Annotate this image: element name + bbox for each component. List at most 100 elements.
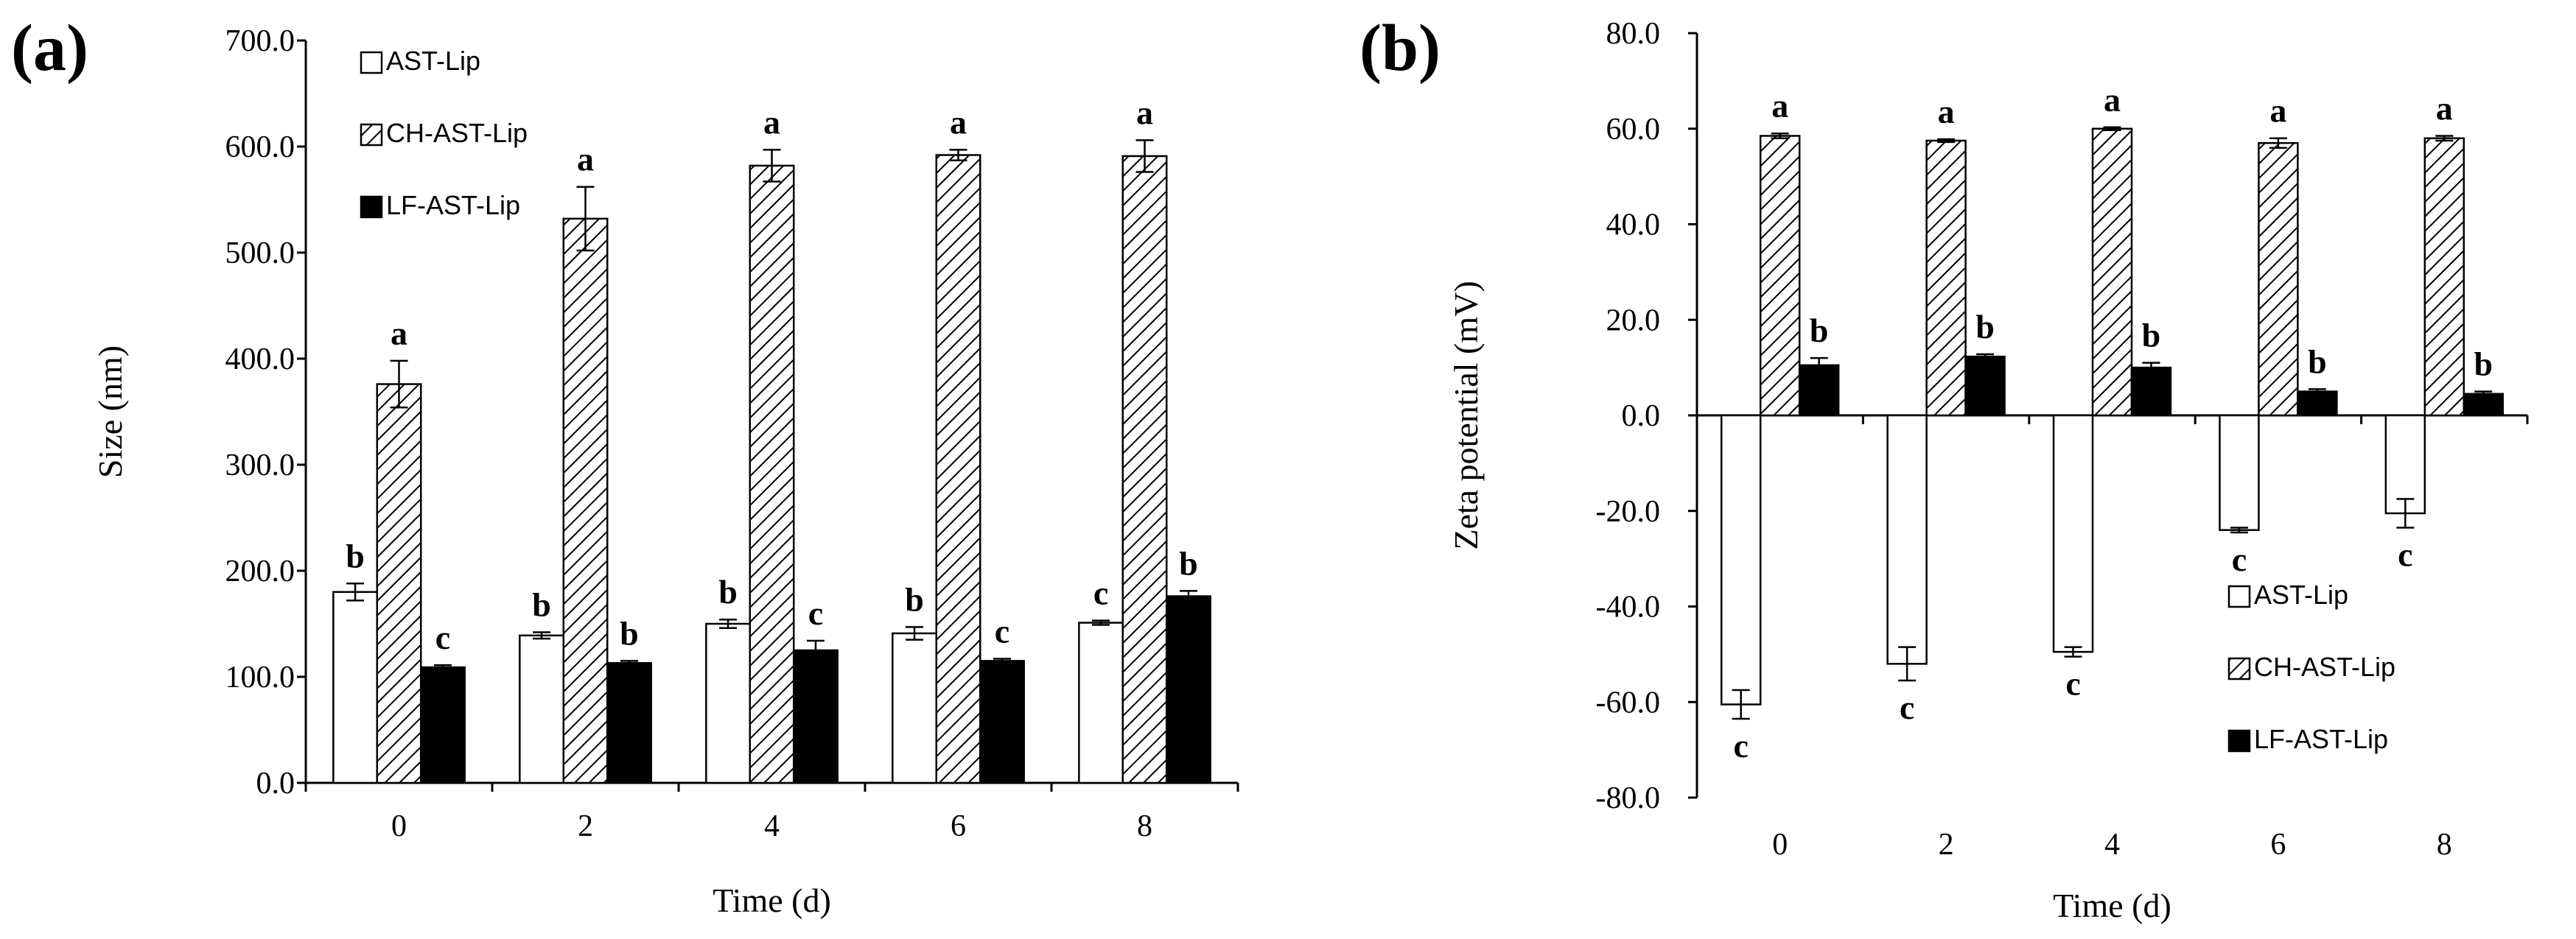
bar-lf-ast-lip	[1165, 595, 1211, 784]
significance-letter: c	[1900, 689, 1914, 726]
bar-lf-ast-lip	[979, 660, 1025, 784]
bar-ast-lip	[2384, 414, 2426, 515]
significance-letter: b	[1810, 312, 1829, 349]
bar-lf-ast-lip	[2297, 390, 2338, 417]
significance-letter: a	[763, 103, 780, 141]
bar-ast-lip	[2219, 414, 2260, 531]
bar-ch-ast-lip	[1121, 155, 1168, 784]
significance-letter: a	[950, 103, 967, 141]
panel-a-size-chart: (a) 0.0 100.0 200.0 300.0 400.0 500.0 600.0 700.…	[11, 12, 1239, 919]
y-tick-label: 80.0	[1606, 17, 1661, 51]
bar-ast-lip	[519, 634, 565, 784]
legend-label: AST-Lip	[2254, 580, 2348, 610]
legend-label: LF-AST-Lip	[2254, 724, 2388, 754]
bar-ast-lip	[1886, 414, 1928, 665]
y-tick-label: 40.0	[1606, 208, 1661, 242]
y-tick-label: 500.0	[225, 236, 295, 270]
legend-swatch	[360, 51, 383, 74]
significance-letter: b	[346, 537, 365, 574]
significance-letter: a	[1136, 94, 1153, 131]
significance-letter: c	[995, 613, 1009, 650]
y-tick-label: 200.0	[225, 555, 295, 588]
significance-letter: c	[2065, 665, 2080, 703]
legend-swatch	[2227, 729, 2251, 753]
y-tick-label: 600.0	[225, 130, 295, 164]
y-tick-label: 20.0	[1606, 303, 1661, 337]
significance-letter: b	[532, 586, 551, 624]
y-tick-label: -80.0	[1596, 781, 1661, 815]
bar-ch-ast-lip	[1759, 135, 1801, 417]
x-tick-label: 6	[2270, 828, 2286, 862]
x-tick-label: 8	[2437, 828, 2452, 862]
significance-letter: a	[2269, 92, 2286, 130]
y-tick-label: -40.0	[1596, 591, 1661, 625]
legend-label: CH-AST-Lip	[386, 118, 528, 148]
bar-ast-lip	[1078, 622, 1124, 784]
bar-lf-ast-lip	[1964, 355, 2006, 417]
bar-ch-ast-lip	[376, 383, 422, 784]
panel-b-zeta-chart: (b)-80.0-60.0-40.0-20.00.020.040.060.080…	[1359, 12, 2529, 924]
y-tick-label: 0.0	[256, 767, 295, 801]
panel-label: (b)	[1359, 12, 1441, 85]
significance-letter: b	[718, 573, 738, 611]
legend-label: LF-AST-Lip	[386, 190, 520, 220]
y-tick-label: 400.0	[225, 342, 295, 376]
significance-letter: b	[2474, 345, 2493, 383]
significance-letter: b	[905, 580, 924, 618]
bar-ast-lip	[892, 632, 938, 784]
significance-letter: b	[1179, 544, 1198, 582]
significance-letter: c	[1093, 574, 1108, 612]
bar-lf-ast-lip	[606, 662, 652, 784]
bar-ast-lip	[705, 622, 752, 784]
significance-letter: a	[577, 141, 594, 178]
legend-swatch	[2227, 657, 2251, 680]
y-tick-label: 100.0	[225, 661, 295, 694]
bar-lf-ast-lip	[419, 666, 466, 784]
significance-letter: b	[620, 614, 639, 652]
significance-letter: a	[2436, 89, 2453, 127]
x-tick-label: 0	[1772, 828, 1788, 862]
x-tick-label: 4	[2104, 828, 2120, 862]
legend-label: AST-Lip	[386, 46, 480, 76]
legend-swatch	[360, 195, 383, 219]
legend-label: CH-AST-Lip	[2254, 652, 2395, 682]
significance-letter: b	[2142, 317, 2161, 354]
x-tick-label: 0	[391, 809, 407, 843]
bar-ch-ast-lip	[2423, 137, 2465, 417]
panel-label: (a)	[11, 12, 88, 85]
significance-letter: c	[435, 619, 450, 656]
significance-letter: a	[1771, 87, 1788, 124]
bar-ch-ast-lip	[2258, 141, 2299, 417]
y-tick-label: 0.0	[1622, 399, 1661, 433]
bar-lf-ast-lip	[1798, 364, 1840, 417]
bar-lf-ast-lip	[2130, 366, 2172, 417]
legend-swatch	[2227, 585, 2251, 608]
x-tick-label: 8	[1137, 809, 1152, 843]
y-tick-label: 60.0	[1606, 113, 1661, 147]
bar-ch-ast-lip	[2091, 127, 2133, 417]
bar-ast-lip	[2052, 414, 2094, 653]
legend-swatch	[360, 123, 383, 147]
bar-ast-lip	[332, 591, 379, 784]
y-axis-title: Zeta potential (mV)	[1447, 281, 1485, 549]
bar-ch-ast-lip	[749, 164, 795, 784]
y-tick-label: 700.0	[225, 24, 295, 58]
significance-letter: b	[1975, 308, 1995, 345]
x-tick-label: 4	[764, 809, 780, 843]
significance-letter: a	[391, 314, 407, 352]
x-axis-title: Time (d)	[2053, 887, 2171, 924]
bar-lf-ast-lip	[792, 649, 839, 784]
significance-letter: c	[808, 594, 823, 632]
bar-ast-lip	[1720, 414, 1762, 706]
y-tick-label: -20.0	[1596, 495, 1661, 529]
significance-letter: c	[1734, 727, 1749, 764]
bar-ch-ast-lip	[1925, 139, 1967, 417]
bar-ch-ast-lip	[935, 154, 981, 784]
y-tick-label: 300.0	[225, 449, 295, 482]
y-tick-label: -60.0	[1596, 686, 1661, 720]
y-axis-title: Size (nm)	[91, 345, 129, 478]
x-tick-label: 2	[578, 809, 593, 843]
x-tick-label: 2	[1939, 828, 1954, 862]
significance-letter: a	[2104, 81, 2121, 119]
